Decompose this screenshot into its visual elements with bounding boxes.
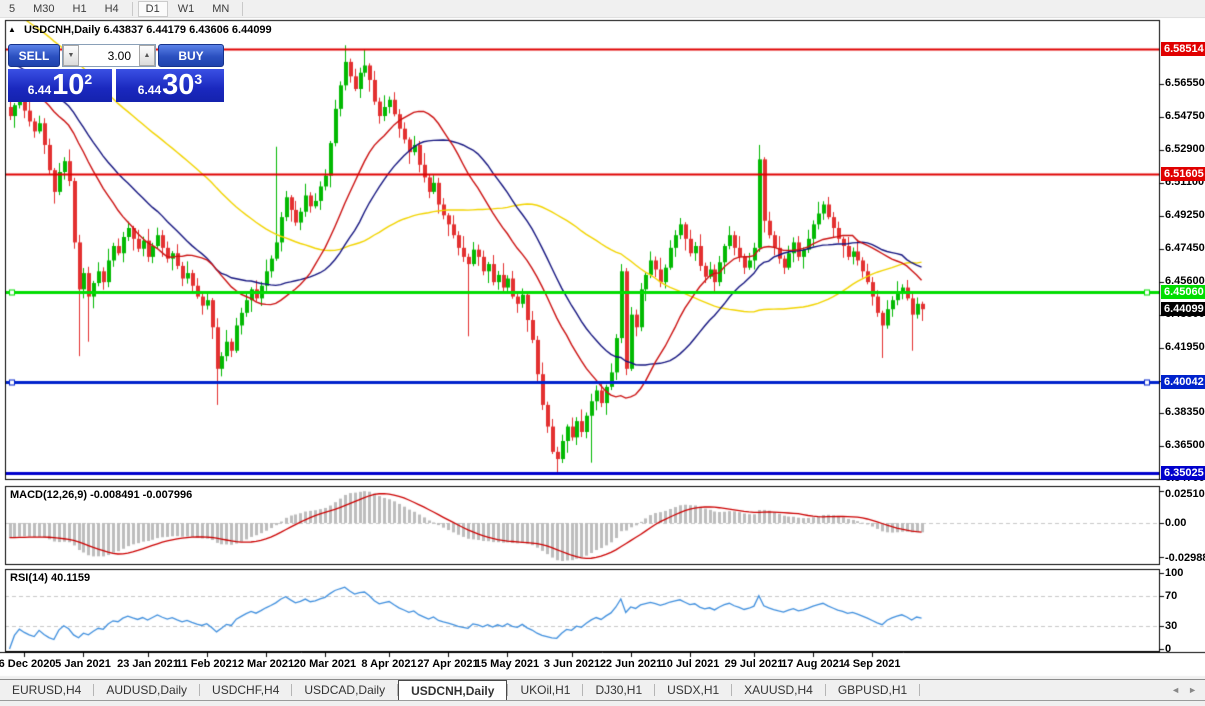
price-axis-tick: 6.45600 <box>1165 275 1205 287</box>
timeframe-h1[interactable]: H1 <box>72 2 87 15</box>
chart-symbol-period: USDCNH,Daily <box>23 24 101 36</box>
chart-tab-bar: EURUSD,H4 AUDUSD,Daily USDCHF,H4 USDCAD,Dai… <box>0 679 1205 701</box>
sell-quote[interactable]: 6.44 10 2 <box>8 69 112 102</box>
tab-scroll-right-icon[interactable]: ► <box>1188 685 1197 695</box>
tab-ukoil-h1[interactable]: UKOil,H1 <box>520 683 571 697</box>
tab-separator <box>731 684 733 696</box>
toolbar-separator <box>131 1 133 16</box>
macd-axis-tick: 0.00 <box>1165 517 1187 529</box>
buy-price-sup: 3 <box>194 71 203 87</box>
macd-indicator-label: MACD(12,26,9) -0.008491 -0.007996 <box>10 489 193 501</box>
timeframe-5[interactable]: 5 <box>9 2 16 15</box>
price-axis-tick: 6.41950 <box>1165 341 1205 353</box>
tab-usdcnh-daily[interactable]: USDCNH,Daily <box>398 680 508 700</box>
tab-dj30-h1[interactable]: DJ30,H1 <box>595 683 643 697</box>
volume-input[interactable]: 3.00 <box>79 45 139 66</box>
price-axis-tick: 6.52900 <box>1165 143 1205 155</box>
tab-separator <box>919 684 921 696</box>
tab-separator <box>507 684 509 696</box>
price-axis[interactable]: 6.56550 6.54750 6.52900 6.51100 6.49250 6.474… <box>1160 18 1205 676</box>
rsi-axis-tick: 100 <box>1165 567 1184 579</box>
tab-separator <box>93 684 95 696</box>
price-level-label: 6.35025 <box>1161 466 1205 480</box>
tab-gbpusd-h1[interactable]: GBPUSD,H1 <box>837 683 908 697</box>
timeframe-m30[interactable]: M30 <box>33 2 55 15</box>
current-price-label: 6.44099 <box>1161 302 1205 316</box>
timeframe-w1[interactable]: W1 <box>177 2 195 15</box>
tab-separator <box>291 684 293 696</box>
tab-usdcad-daily[interactable]: USDCAD,Daily <box>304 683 386 697</box>
tab-separator <box>397 684 399 696</box>
tab-separator <box>824 684 826 696</box>
tab-xauusd-h4[interactable]: XAUUSD,H4 <box>744 683 813 697</box>
tab-separator <box>654 684 656 696</box>
chart-ohlc-values: 6.43837 6.44179 6.43606 6.44099 <box>103 24 272 36</box>
price-level-label: 6.45060 <box>1161 285 1205 299</box>
buy-quote[interactable]: 6.44 30 3 <box>116 69 224 102</box>
rsi-axis-tick: 0 <box>1165 643 1172 655</box>
price-level-label: 6.58514 <box>1161 42 1205 56</box>
price-axis-tick: 6.56550 <box>1165 77 1205 89</box>
timeframe-h4[interactable]: H4 <box>104 2 119 15</box>
tab-audusd-daily[interactable]: AUDUSD,Daily <box>106 683 188 697</box>
buy-price-base: 6.44 <box>137 83 162 97</box>
tab-separator <box>582 684 584 696</box>
timeframe-toolbar: 5 M30 H1 H4 D1 W1 MN <box>0 0 1205 18</box>
buy-price-big: 30 <box>162 69 195 101</box>
sell-price-base: 6.44 <box>27 83 52 97</box>
volume-decrease-icon[interactable]: ▼ <box>63 45 79 66</box>
rsi-axis-tick: 30 <box>1165 620 1178 632</box>
price-axis-tick: 6.47450 <box>1165 242 1205 254</box>
toolbar-separator <box>242 1 244 16</box>
price-axis-tick: 6.54750 <box>1165 110 1205 122</box>
price-axis-tick: 6.49250 <box>1165 209 1205 221</box>
tab-scroll-left-icon[interactable]: ◄ <box>1171 685 1181 695</box>
price-level-label: 6.51605 <box>1161 167 1205 181</box>
volume-increase-icon[interactable]: ▲ <box>139 45 155 66</box>
collapse-panel-icon[interactable]: ▲ <box>8 25 16 34</box>
timeframe-mn[interactable]: MN <box>212 2 230 15</box>
tab-usdchf-h4[interactable]: USDCHF,H4 <box>212 683 280 697</box>
price-level-label: 6.40042 <box>1161 375 1205 389</box>
sell-button[interactable]: SELL <box>8 44 60 67</box>
volume-stepper: ▼ 3.00 ▲ <box>62 44 156 67</box>
one-click-trading-panel: SELL ▼ 3.00 ▲ BUY 6.44 10 2 6.44 30 3 <box>8 44 224 102</box>
sell-price-big: 10 <box>52 69 85 101</box>
tab-usdx-h1[interactable]: USDX,H1 <box>667 683 720 697</box>
rsi-indicator-label: RSI(14) 40.1159 <box>10 572 91 584</box>
price-axis-tick: 6.38350 <box>1165 406 1205 418</box>
buy-button[interactable]: BUY <box>158 44 224 67</box>
timeframe-d1[interactable]: D1 <box>137 0 168 17</box>
tab-eurusd-h4[interactable]: EURUSD,H4 <box>12 683 82 697</box>
sell-price-sup: 2 <box>84 71 93 87</box>
macd-axis-tick: -0.02988 <box>1165 552 1205 564</box>
rsi-axis-tick: 70 <box>1165 590 1178 602</box>
tab-separator <box>199 684 201 696</box>
price-axis-tick: 6.36500 <box>1165 439 1205 451</box>
macd-axis-tick: 0.025108 <box>1165 488 1205 500</box>
tab-scroll-arrows: ◄ ► <box>1171 680 1205 700</box>
chart-title: ▲ USDCNH,Daily 6.43837 6.44179 6.43606 6… <box>8 24 272 36</box>
